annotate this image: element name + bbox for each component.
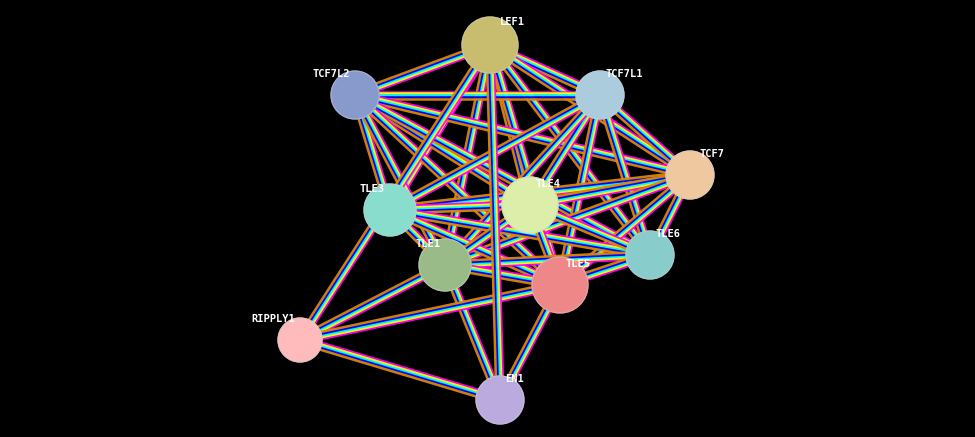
Text: TLE5: TLE5 xyxy=(565,259,590,269)
Text: TLE6: TLE6 xyxy=(655,229,680,239)
Text: TCF7: TCF7 xyxy=(700,149,725,159)
Circle shape xyxy=(532,257,588,313)
Text: TCF7L1: TCF7L1 xyxy=(605,69,643,79)
Circle shape xyxy=(502,177,558,233)
Circle shape xyxy=(576,71,624,119)
Circle shape xyxy=(278,318,322,362)
Circle shape xyxy=(626,231,674,279)
Circle shape xyxy=(331,71,379,119)
Circle shape xyxy=(666,151,714,199)
Circle shape xyxy=(364,184,416,236)
Text: LEF1: LEF1 xyxy=(500,17,525,27)
Text: TLE1: TLE1 xyxy=(415,239,440,249)
Circle shape xyxy=(419,239,471,291)
Text: TLE3: TLE3 xyxy=(360,184,385,194)
Text: RIPPLY1: RIPPLY1 xyxy=(252,314,295,324)
Text: EN1: EN1 xyxy=(505,374,524,384)
Text: TCF7L2: TCF7L2 xyxy=(313,69,350,79)
Circle shape xyxy=(476,376,524,424)
Text: TLE4: TLE4 xyxy=(535,179,560,189)
Circle shape xyxy=(462,17,518,73)
